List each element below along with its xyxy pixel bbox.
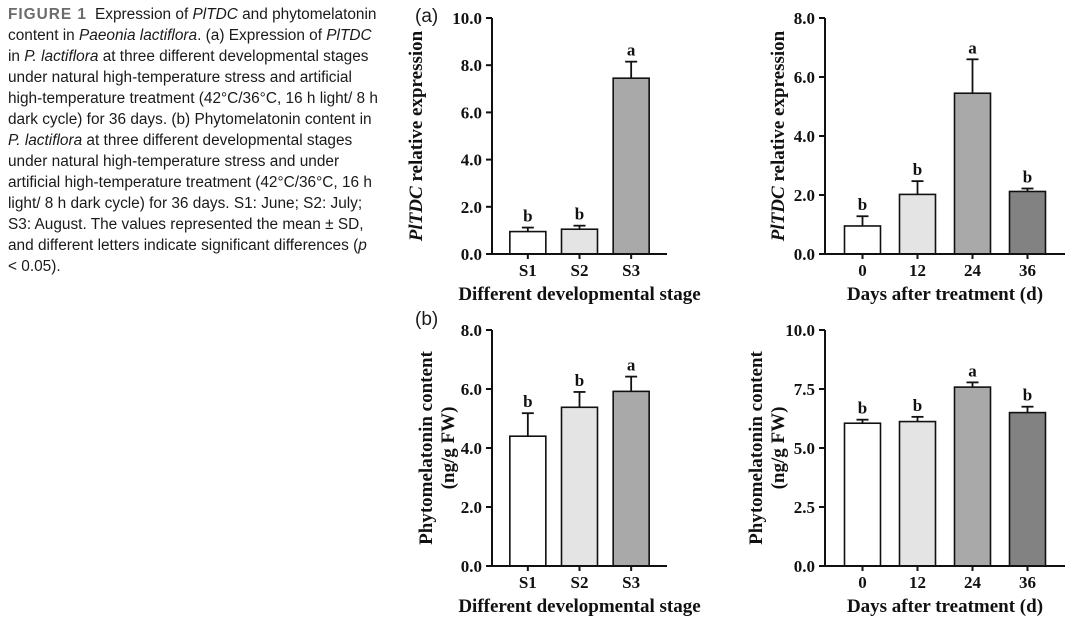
x-tick-label: 12 [909, 261, 926, 280]
bar [1008, 190, 1047, 255]
bar [898, 193, 937, 255]
y-axis-title-line2: (ng/g FW) [438, 407, 459, 490]
x-tick-label: S3 [622, 573, 640, 592]
x-tick-label: 24 [964, 573, 982, 592]
y-tick-label: 2.0 [794, 186, 815, 205]
significance-label: a [968, 38, 977, 57]
y-tick-label: 10.0 [452, 9, 482, 28]
y-axis-title: PlTDC relative expression [406, 30, 427, 242]
bar [953, 386, 992, 567]
chart-phytomelatonin-developmental-stage: b b a 0.0 2.0 4.0 6.0 8.0 S1 S2 S3 Different develo… [416, 321, 701, 617]
significance-label: b [1023, 168, 1032, 187]
x-tick-label: 36 [1019, 261, 1036, 280]
panel-tag-a: (a) [415, 6, 439, 27]
x-tick-label: 24 [964, 261, 982, 280]
caption-p-symbol: p [358, 237, 367, 254]
y-tick-label: 8.0 [794, 9, 815, 28]
y-tick-label: 10.0 [785, 321, 815, 340]
caption-text-6: at three different developmental stages … [8, 132, 372, 254]
bar [612, 77, 650, 255]
x-tick-label: 0 [858, 261, 867, 280]
x-tick-label: S1 [519, 261, 537, 280]
y-axis-title: PlTDC relative expression [768, 30, 789, 242]
y-tick-label: 4.0 [461, 151, 482, 170]
chart-phytomelatonin-days-after-treatment: b b a b 0.0 2.5 5.0 7.5 10.0 0 12 24 36 Days after tr… [746, 321, 1065, 617]
significance-label: b [523, 207, 532, 226]
figure-label: FIGURE 1 [8, 6, 87, 23]
significance-label: a [627, 356, 636, 375]
caption-text-7: < 0.05). [8, 258, 61, 275]
significance-label: b [575, 371, 584, 390]
x-tick-label: 0 [858, 573, 867, 592]
x-tick-label: S2 [571, 573, 589, 592]
y-tick-label: 2.5 [794, 498, 815, 517]
x-tick-label: 36 [1019, 573, 1036, 592]
significance-label: a [968, 361, 977, 380]
significance-label: b [1023, 386, 1032, 405]
y-axis-title-rest: relative expression [406, 30, 427, 186]
y-axis-title-line2: (ng/g FW) [768, 407, 789, 490]
bar [843, 422, 882, 567]
x-axis-title: Days after treatment (d) [847, 284, 1043, 305]
y-tick-label: 2.0 [461, 498, 482, 517]
figure-caption: FIGURE 1 Expression of PlTDC and phytomel… [8, 4, 380, 277]
y-tick-label: 8.0 [461, 321, 482, 340]
caption-gene-2: PlTDC [326, 27, 372, 44]
y-tick-label: 7.5 [794, 380, 815, 399]
y-axis-title-line1: Phytomelatonin content [416, 350, 437, 544]
significance-label: b [575, 205, 584, 224]
y-tick-label: 6.0 [461, 380, 482, 399]
y-tick-label: 4.0 [461, 439, 482, 458]
bar [509, 435, 547, 567]
chart-expression-days-after-treatment: b b a b 0.0 2.0 4.0 6.0 8.0 0 12 24 36 Days after tre… [768, 9, 1065, 305]
significance-label: b [913, 160, 922, 179]
x-axis-title: Different developmental stage [458, 284, 700, 305]
significance-label: b [523, 392, 532, 411]
y-tick-label: 8.0 [461, 56, 482, 75]
caption-species-1: Paeonia lactiflora [79, 27, 198, 44]
y-tick-label: 0.0 [794, 557, 815, 576]
bar [843, 225, 882, 255]
bar [612, 390, 650, 567]
caption-species-3: P. lactiflora [8, 132, 83, 149]
y-axis-title-rest: relative expression [768, 30, 789, 186]
x-tick-label: S2 [571, 261, 589, 280]
bar [898, 420, 937, 567]
caption-text-3: . (a) Expression of [197, 27, 327, 44]
panel-tag-b: (b) [415, 309, 439, 330]
y-axis-title-gene: PlTDC [768, 186, 789, 242]
significance-label: b [913, 396, 922, 415]
caption-text-4: in [8, 48, 25, 65]
bar [509, 230, 547, 255]
caption-gene-1: PlTDC [192, 6, 238, 23]
x-tick-label: S3 [622, 261, 640, 280]
chart-expression-developmental-stage: b b a 0.0 2.0 4.0 6.0 8.0 10.0 S1 S2 S3 Different de… [406, 9, 701, 305]
x-axis-title: Different developmental stage [458, 596, 700, 617]
x-tick-label: S1 [519, 573, 537, 592]
bar [560, 228, 599, 255]
y-tick-label: 6.0 [794, 68, 815, 87]
y-tick-label: 6.0 [461, 103, 482, 122]
y-tick-label: 0.0 [461, 245, 482, 264]
bar [953, 92, 992, 255]
significance-label: b [858, 399, 867, 418]
significance-label: b [858, 195, 867, 214]
y-tick-label: 4.0 [794, 127, 815, 146]
y-axis-title-line1: Phytomelatonin content [746, 350, 767, 544]
y-axis-title-gene: PlTDC [406, 186, 427, 242]
y-tick-label: 0.0 [794, 245, 815, 264]
x-tick-label: 12 [909, 573, 926, 592]
y-tick-label: 2.0 [461, 198, 482, 217]
caption-text-1: Expression of [94, 6, 193, 23]
bar [560, 406, 599, 567]
caption-text-5: at three different developmental stages … [8, 48, 378, 128]
caption-text-2: and phytomelatonin content in [8, 6, 377, 44]
caption-species-2: P. lactiflora [24, 48, 99, 65]
y-tick-label: 0.0 [461, 557, 482, 576]
bar [1008, 411, 1047, 567]
y-tick-label: 5.0 [794, 439, 815, 458]
significance-label: a [627, 41, 636, 60]
x-axis-title: Days after treatment (d) [847, 596, 1043, 617]
